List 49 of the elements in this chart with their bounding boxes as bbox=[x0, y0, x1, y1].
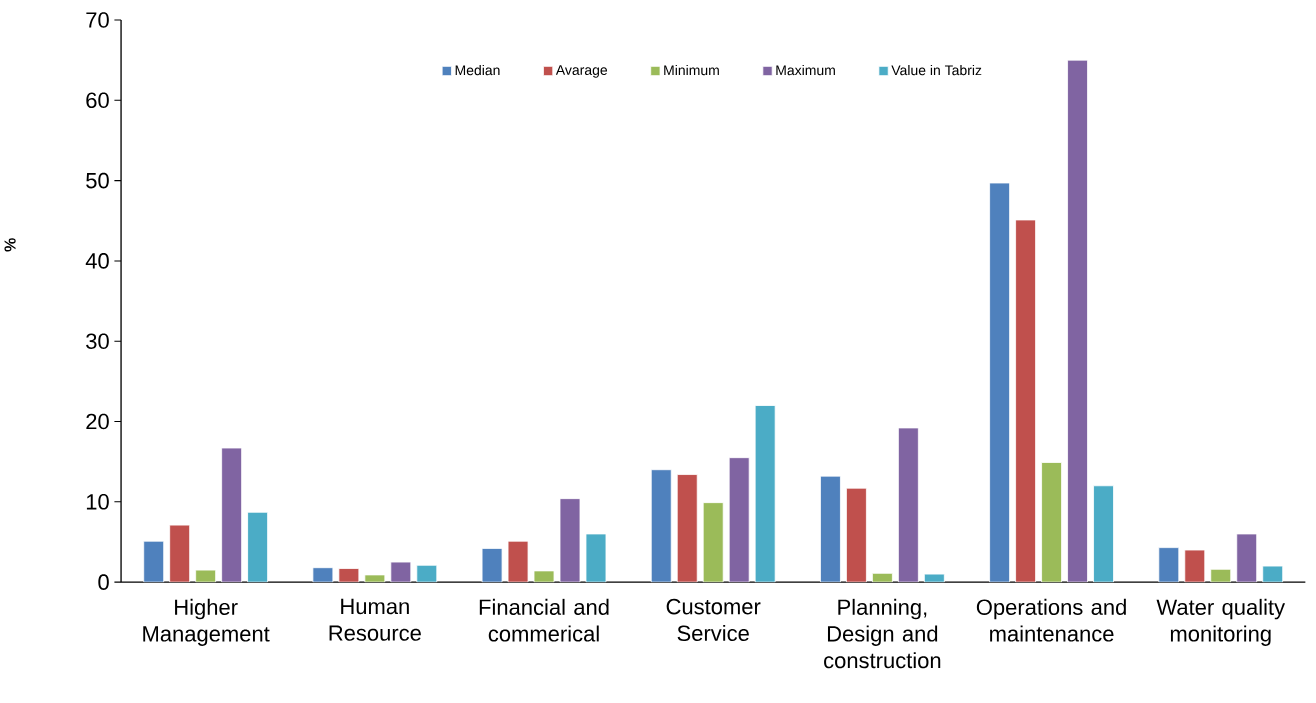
bar bbox=[338, 567, 360, 582]
x-tick-label: Operations and maintenance bbox=[976, 598, 1126, 642]
bar bbox=[820, 475, 841, 582]
bar bbox=[1093, 485, 1114, 582]
bar bbox=[1184, 549, 1206, 582]
bar bbox=[650, 469, 672, 582]
bar bbox=[533, 570, 555, 582]
bar bbox=[1015, 219, 1036, 582]
x-tick-label: Customer Service bbox=[666, 598, 761, 641]
y-tick-label: 40 bbox=[85, 252, 109, 269]
bar bbox=[676, 473, 698, 582]
legend-label: Maximum bbox=[776, 64, 835, 76]
y-tick-label: 0 bbox=[98, 574, 109, 590]
y-tick-label: 50 bbox=[86, 172, 109, 189]
bar bbox=[169, 524, 191, 582]
bar bbox=[1041, 461, 1062, 582]
x-tick-label: Water quality monitoring bbox=[1156, 598, 1286, 646]
bar bbox=[989, 182, 1011, 582]
legend-label: Median bbox=[455, 64, 500, 76]
bar bbox=[247, 511, 268, 582]
bar bbox=[143, 540, 165, 582]
bar bbox=[1158, 547, 1180, 582]
bar bbox=[1210, 568, 1232, 582]
bar bbox=[1067, 59, 1088, 582]
legend-label: Value in Tabriz bbox=[891, 64, 982, 76]
bar bbox=[195, 569, 217, 582]
bar bbox=[1236, 533, 1258, 582]
y-tick-label: 70 bbox=[86, 12, 109, 28]
y-tick-label: 30 bbox=[86, 333, 109, 349]
y-tick-label: 60 bbox=[86, 92, 109, 108]
x-tick-label: Human Resource bbox=[329, 598, 421, 641]
bar bbox=[312, 567, 334, 582]
bar bbox=[897, 427, 919, 582]
bar bbox=[507, 540, 529, 582]
legend-label: Minimum bbox=[664, 64, 719, 76]
bar bbox=[221, 447, 243, 582]
bar bbox=[702, 502, 724, 582]
y-tick-label: 10 bbox=[86, 493, 109, 510]
bar bbox=[481, 547, 503, 582]
y-tick-label: 20 bbox=[86, 413, 109, 430]
legend-label: Avarage bbox=[555, 65, 608, 78]
bar bbox=[364, 574, 386, 582]
x-tick-label: Planning, Design and construction bbox=[824, 598, 941, 669]
x-tick-label: Higher Management bbox=[143, 598, 270, 646]
bar bbox=[871, 572, 893, 582]
bar bbox=[728, 457, 750, 582]
bar bbox=[846, 487, 867, 582]
y-axis-title: % bbox=[4, 237, 16, 252]
x-tick-label: Financial and commerical bbox=[479, 598, 609, 642]
